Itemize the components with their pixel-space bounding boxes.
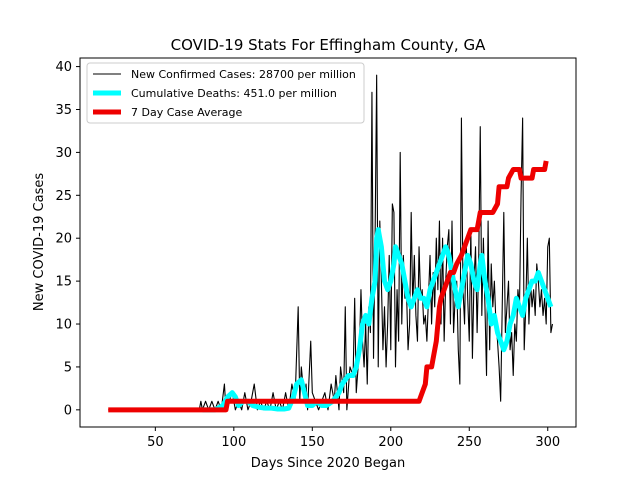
series-layer xyxy=(108,74,554,413)
x-tick-label: 50 xyxy=(147,435,164,450)
y-tick-label: 35 xyxy=(55,103,72,118)
axes-frame xyxy=(79,57,577,428)
legend-label-3: 7 Day Case Average xyxy=(131,106,243,119)
y-tick-label: 15 xyxy=(55,275,72,290)
y-tick-label: 25 xyxy=(55,189,72,204)
y-tick-label: 40 xyxy=(55,60,72,75)
legend-box xyxy=(86,62,365,124)
y-tick-label: 20 xyxy=(55,232,72,247)
y-tick-label: 0 xyxy=(64,403,72,418)
x-axis-label: Days Since 2020 Began xyxy=(251,456,406,471)
y-tick-label: 10 xyxy=(55,318,72,333)
legend-label-2: Cumulative Deaths: 451.0 per million xyxy=(131,87,337,100)
chart-title: COVID-19 Stats For Effingham County, GA xyxy=(171,36,486,54)
x-tick-label: 300 xyxy=(535,435,560,450)
x-tick-label: 250 xyxy=(457,435,482,450)
series-line-3 xyxy=(108,160,549,413)
y-tick-label: 30 xyxy=(55,146,72,161)
x-tick-label: 150 xyxy=(300,435,325,450)
legend-label-1: New Confirmed Cases: 28700 per million xyxy=(131,68,356,81)
y-tick-label: 5 xyxy=(64,360,72,375)
axes-layer: 50 100 150 200 250 300 0 5 10 15 20 25 30 35 40 xyxy=(55,57,577,450)
y-axis-label: New COVID-19 Cases xyxy=(32,173,47,311)
x-tick-label: 100 xyxy=(221,435,246,450)
legend: New Confirmed Cases: 28700 per million Cu… xyxy=(86,62,365,124)
series-line-1 xyxy=(108,74,554,411)
x-tick-label: 200 xyxy=(378,435,403,450)
